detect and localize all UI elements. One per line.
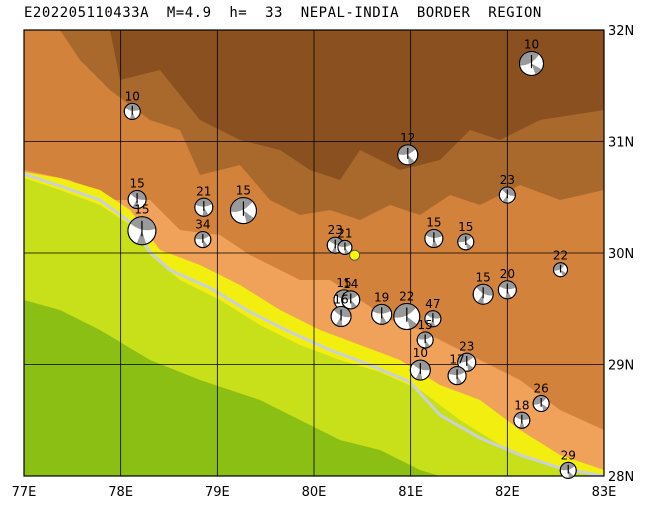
- lon-tick-label: 83E: [592, 485, 617, 500]
- depth-label: 23: [500, 173, 515, 187]
- map-title: E202205110433A M=4.9 h= 33 NEPAL-INDIA B…: [24, 5, 542, 21]
- depth-label: 34: [195, 218, 210, 232]
- focal-mechanism: 15: [416, 318, 434, 349]
- focal-mechanism: 10: [123, 89, 141, 120]
- lat-tick-label: 30N: [608, 247, 634, 262]
- focal-mechanism: 18: [513, 398, 531, 429]
- focal-mechanism: 16: [330, 293, 352, 328]
- lon-tick-label: 78E: [108, 485, 133, 500]
- epicenter-marker: [349, 249, 361, 261]
- focal-mechanism: 23: [326, 223, 344, 254]
- axis-labels: 77E 78E 79E 80E 81E 82E 83E 32N 31N 30N 29N 28N: [12, 24, 635, 500]
- focal-mechanism: 15: [457, 220, 475, 251]
- focal-mechanism: 29: [559, 448, 577, 479]
- focal-mechanism: 15: [127, 203, 157, 246]
- focal-mechanism: 15: [229, 184, 257, 225]
- river-line: [24, 172, 604, 476]
- depth-label: 21: [337, 226, 352, 240]
- lon-tick-label: 81E: [398, 485, 423, 500]
- focal-mechanism: 14: [341, 277, 361, 310]
- focal-mechanism: 47: [424, 297, 442, 328]
- focal-mechanism: 23: [498, 173, 516, 204]
- depth-label: 23: [328, 223, 343, 237]
- depth-label: 10: [524, 37, 539, 51]
- map-frame: [23, 29, 605, 477]
- depth-label: 15: [129, 176, 144, 190]
- lon-tick-label: 80E: [302, 485, 327, 500]
- depth-label: 19: [374, 290, 389, 304]
- focal-mechanism: 22: [553, 249, 568, 278]
- depth-label: 15: [236, 184, 251, 198]
- depth-label: 20: [500, 267, 515, 281]
- depth-label: 18: [514, 398, 529, 412]
- focal-mechanism: 15: [472, 270, 494, 305]
- focal-mechanism: 22: [393, 290, 421, 331]
- focal-mechanism: 10: [409, 346, 431, 381]
- focal-mechanism: 12: [397, 131, 419, 166]
- depth-label: 21: [196, 184, 211, 198]
- depth-label: 10: [125, 89, 140, 103]
- depth-label: 12: [400, 131, 415, 145]
- lat-lon-grid: [24, 30, 604, 476]
- focal-mechanism: 21: [337, 226, 353, 255]
- deep-plain: [24, 300, 440, 476]
- focal-mechanism: 20: [497, 267, 517, 300]
- focal-mechanism: 34: [194, 218, 212, 249]
- depth-label: 23: [459, 339, 474, 353]
- depth-label: 10: [413, 346, 428, 360]
- depth-label: 15: [336, 276, 351, 290]
- lat-tick-label: 32N: [608, 24, 634, 39]
- depth-label: 15: [476, 270, 491, 284]
- focal-mechanism: 15: [424, 216, 444, 249]
- depth-label: 15: [458, 220, 473, 234]
- focal-mechanism: 15: [127, 176, 147, 209]
- focal-mechanism: 17: [447, 353, 467, 386]
- focal-mechanism: 21: [194, 184, 214, 217]
- depth-label: 15: [418, 318, 433, 332]
- focal-mechanism: 19: [371, 290, 393, 325]
- lat-tick-label: 31N: [608, 136, 634, 151]
- depth-label: 14: [343, 277, 358, 291]
- depth-label: 22: [399, 290, 414, 304]
- depth-label: 15: [426, 216, 441, 230]
- lat-tick-label: 28N: [608, 470, 634, 485]
- focal-mechanism: 23: [457, 339, 477, 372]
- depth-label: 16: [333, 293, 348, 307]
- depth-label: 26: [534, 382, 549, 396]
- depth-label: 22: [553, 249, 568, 263]
- lon-tick-label: 79E: [205, 485, 230, 500]
- focal-mechanism: 26: [532, 382, 550, 413]
- lon-tick-label: 82E: [495, 485, 520, 500]
- depth-label: 29: [561, 448, 576, 462]
- focal-mechanism: 10: [519, 37, 544, 76]
- depth-label: 15: [134, 203, 149, 217]
- depth-label: 17: [449, 353, 464, 367]
- depth-label: 47: [425, 297, 440, 311]
- lat-tick-label: 29N: [608, 359, 634, 374]
- lon-tick-label: 77E: [12, 485, 37, 500]
